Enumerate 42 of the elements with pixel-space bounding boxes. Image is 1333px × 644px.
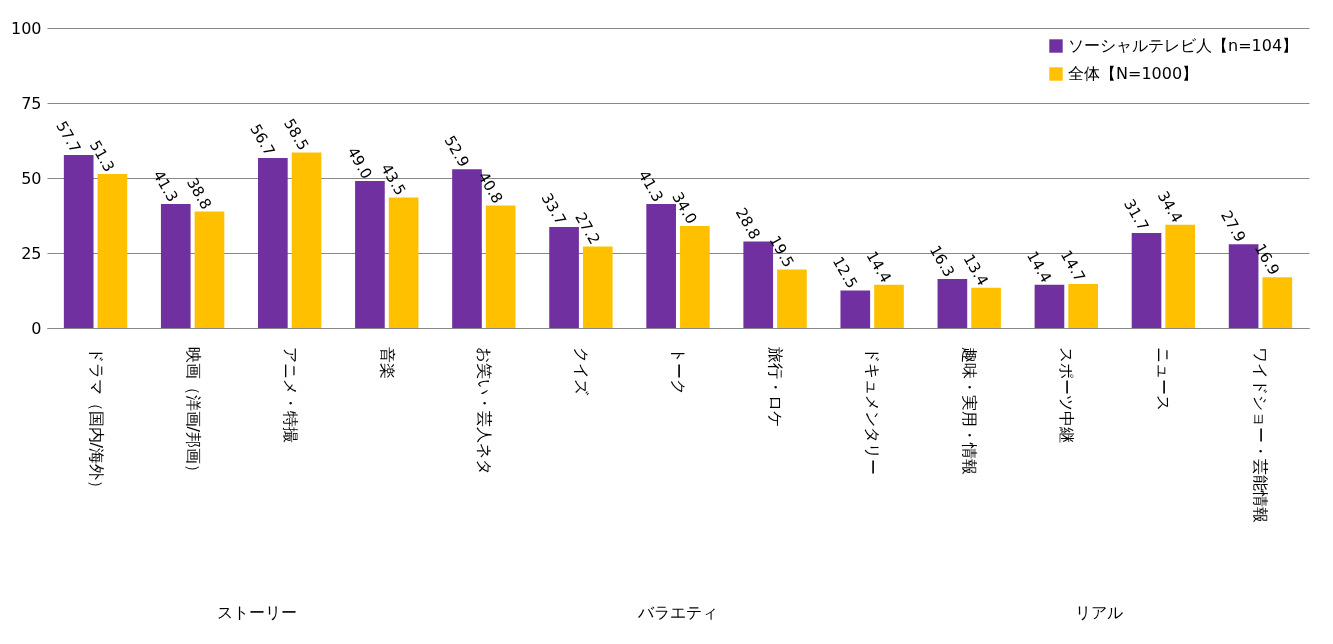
bar xyxy=(680,226,710,328)
bar xyxy=(291,152,322,328)
bar xyxy=(1131,232,1162,328)
x-tick-label: 旅行・ロケ xyxy=(766,346,786,427)
text: バラエティ xyxy=(637,603,718,622)
bar xyxy=(1034,284,1065,328)
bar xyxy=(874,284,904,328)
x-tick-label: お笑い・芸人ネタ xyxy=(474,346,494,475)
x-tick-label: ドラマ（国内/海外） xyxy=(86,346,106,496)
text: ストーリー xyxy=(217,603,298,622)
x-tick-label: トーク xyxy=(669,346,688,395)
x-tick-label: ワイドショー・芸能情報 xyxy=(1251,346,1271,523)
bar xyxy=(355,181,385,328)
bar xyxy=(971,287,1001,328)
bar xyxy=(840,290,871,328)
y-tick-label: 100 xyxy=(10,18,42,38)
y-tick-label: 0 xyxy=(31,318,42,338)
bar xyxy=(388,197,419,328)
x-tick-label: スポーツ中継 xyxy=(1057,346,1077,443)
x-tick-label: ドキュメンタリー xyxy=(863,346,883,475)
x-tick-label: 趣味・実用・情報 xyxy=(960,346,980,475)
legend-label: ソーシャルテレビ人【n=104】 xyxy=(1068,36,1299,55)
x-tick-label: 音楽 xyxy=(377,346,397,379)
bar xyxy=(452,169,482,328)
y-tick-label: 75 xyxy=(21,93,42,113)
bar xyxy=(485,205,516,328)
y-tick-label: 50 xyxy=(21,168,42,188)
x-tick-label: 映画（洋画/邦画） xyxy=(183,346,203,480)
legend-label: 全体【N=1000】 xyxy=(1068,64,1199,83)
bar xyxy=(1262,277,1293,328)
bar xyxy=(1068,283,1098,328)
bar xyxy=(194,211,225,328)
x-tick-label: アニメ・特撮 xyxy=(280,346,300,443)
bar xyxy=(582,246,613,328)
text: リアル xyxy=(1074,603,1123,622)
y-tick-label: 25 xyxy=(21,243,42,263)
x-tick-label: クイズ xyxy=(571,346,591,396)
x-tick-label: ニュース xyxy=(1154,346,1174,411)
bar xyxy=(1165,224,1196,328)
bar xyxy=(97,174,128,328)
bar xyxy=(777,269,807,328)
bar xyxy=(258,157,288,328)
